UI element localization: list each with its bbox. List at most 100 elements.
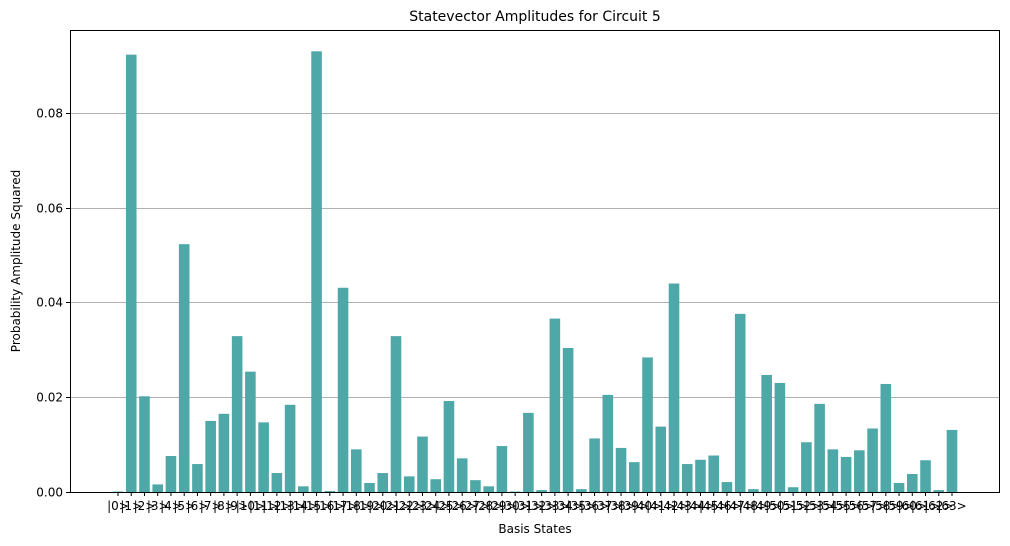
bar [801,442,812,492]
x-tick-label: |19> [355,499,384,513]
x-tick-label: |54> [818,499,847,513]
bar [668,283,680,492]
bar [695,459,706,492]
bar [364,482,375,492]
bar [589,438,600,492]
bar [178,244,190,492]
x-tick-label: |38> [606,499,635,513]
bar [615,447,627,492]
bar [734,313,746,492]
y-tick-label: 0.04 [36,296,63,310]
x-tick-label: |1> [120,499,142,513]
x-tick-label: |8> [213,499,235,513]
plot-frame [70,30,1000,493]
x-tick-label: |25> [434,499,463,513]
bar [417,436,428,492]
bar [403,476,415,492]
bar [152,484,164,492]
bar [125,54,137,492]
bar [430,479,442,492]
bar [854,450,865,492]
bar [893,482,905,492]
bar [218,413,230,492]
bar [311,51,322,492]
x-tick-label: |48> [739,499,768,513]
x-tick-label: |57> [858,499,887,513]
bar [231,336,243,492]
y-gridlines [70,113,999,398]
bar [496,446,508,492]
bar [562,347,574,492]
x-tick-label: |37> [593,499,622,513]
x-tick-label: |42> [659,499,688,513]
x-tick-label: |62> [924,499,953,513]
x-tick-label: |5> [173,499,195,513]
x-tick-label: |11> [249,499,278,513]
bar [536,490,547,492]
x-tick-label: |24> [421,499,450,513]
bar [628,462,640,492]
bar [258,422,269,492]
x-tick-label: |7> [200,499,222,513]
x-tick-label: |10> [236,499,265,513]
bar [165,455,177,492]
bar [655,426,667,492]
bar [337,287,349,492]
bar [298,486,309,492]
x-tick-label: |26> [448,499,477,513]
y-tick-label: 0.06 [36,202,63,216]
bar [350,449,362,492]
bar [523,412,534,492]
x-tick-label: |40> [633,499,662,513]
bar [814,403,825,492]
bar [443,401,455,492]
bar [576,489,587,492]
bar [549,318,561,492]
x-tick-label: |49> [752,499,781,513]
x-tick-label: |0> [107,499,129,513]
x-tick-label: |14> [289,499,318,513]
x-tick-label: |12> [262,499,291,513]
x-tick-label: |21> [381,499,410,513]
x-tick-label: |15> [302,499,331,513]
bar [483,486,494,492]
bar [867,428,878,492]
x-tick-label: |4> [160,499,182,513]
x-tick-label: |20> [368,499,397,513]
bar [827,449,839,492]
x-tick-label: |22> [395,499,424,513]
bar [205,420,216,492]
bar [324,491,336,492]
x-tick-label: |39> [620,499,649,513]
bar [906,473,918,492]
x-tick-label: |30> [500,499,529,513]
x-tick-label: |52> [792,499,821,513]
bar [933,490,945,492]
y-tick-label: 0.00 [36,486,63,500]
bar [880,383,892,492]
x-axis-ticks: |0>|1>|2>|3>|4>|5>|6>|7>|8>|9>|10>|11>|1… [107,492,967,513]
bars [112,51,958,492]
x-tick-label: |23> [408,499,437,513]
bar [787,487,799,492]
x-tick-label: |41> [646,499,675,513]
x-tick-label: |17> [328,499,357,513]
x-tick-label: |53> [805,499,834,513]
x-tick-label: |61> [911,499,940,513]
x-tick-label: |29> [487,499,516,513]
x-tick-label: |50> [765,499,794,513]
x-tick-label: |56> [845,499,874,513]
bar [377,473,389,492]
x-tick-label: |35> [567,499,596,513]
x-tick-label: |2> [134,499,156,513]
x-tick-label: |31> [514,499,543,513]
bar [840,456,852,492]
chart-title: Statevector Amplitudes for Circuit 5 [409,9,661,25]
x-tick-label: |6> [187,499,209,513]
x-tick-label: |9> [226,499,248,513]
bar [748,489,759,492]
x-tick-label: |13> [275,499,304,513]
x-tick-label: |44> [686,499,715,513]
x-tick-label: |51> [778,499,807,513]
x-axis-label: Basis States [498,522,571,536]
